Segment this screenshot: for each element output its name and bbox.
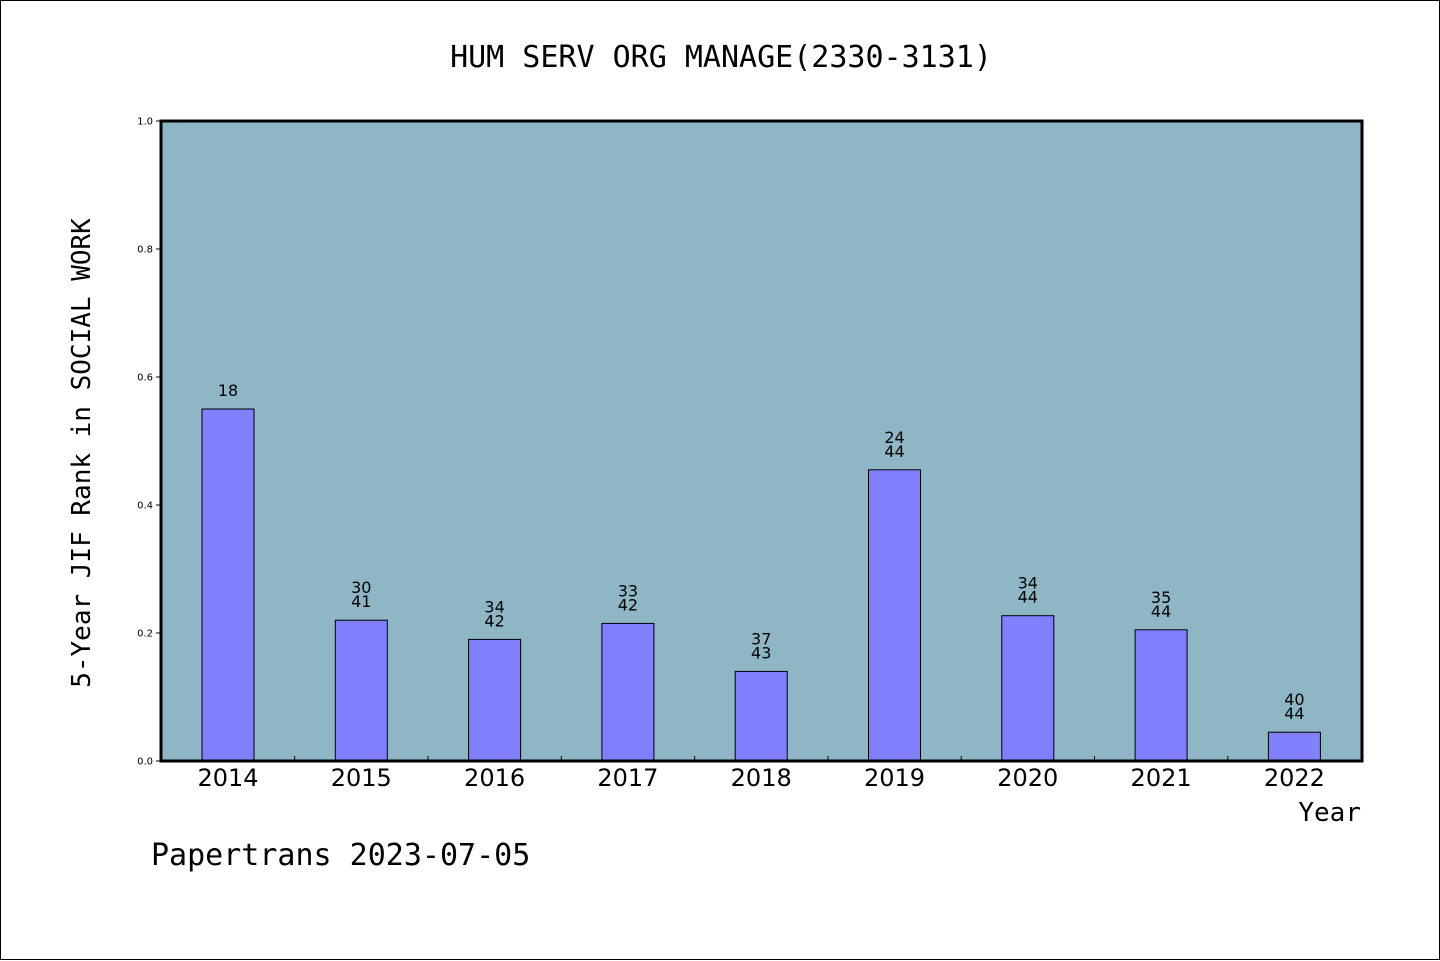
bar-label-2019-2: 44: [884, 442, 904, 461]
y-tick-label-0.4: 0.4: [137, 501, 153, 512]
bar-label-2015-1: 30: [351, 578, 371, 597]
bar-label-2016-1: 34: [484, 597, 504, 616]
bar-2021: [1134, 629, 1188, 762]
bar-2018: [734, 670, 788, 762]
chart-title: HUM SERV ORG MANAGE(2330-3131): [450, 40, 992, 75]
bar-label-2019-1: 24: [884, 428, 904, 447]
x-axis-label: Year: [1298, 798, 1361, 828]
bar-2016: [468, 638, 522, 762]
bar-label-2015-2: 41: [351, 592, 371, 611]
x-tick-label-2017: 2017: [597, 764, 658, 792]
y-tick-label-0.8: 0.8: [137, 245, 153, 256]
x-tick-label-2019: 2019: [864, 764, 925, 792]
plot-border: [159, 119, 1364, 763]
bar-2019: [868, 469, 921, 762]
y-tick-label-1.0: 1.0: [137, 117, 153, 128]
bar-2015: [334, 619, 388, 762]
bar-label-2018-2: 43: [751, 643, 771, 662]
bar-label-2022-2: 44: [1284, 704, 1304, 723]
x-tick-label-2015: 2015: [331, 764, 392, 792]
bar-label-2020-2: 44: [1018, 588, 1038, 607]
bars-layer: [201, 408, 1321, 762]
x-tick-label-2018: 2018: [731, 764, 792, 792]
y-axis-label: 5-Year JIF Rank in SOCIAL WORK: [67, 218, 97, 688]
x-tick-label-2021: 2021: [1131, 764, 1192, 792]
x-tick-label-2022: 2022: [1264, 764, 1325, 792]
y-tick-label-0.0: 0.0: [137, 757, 153, 768]
x-tick-label-2014: 2014: [197, 764, 258, 792]
bar-2022: [1267, 731, 1321, 762]
bar-label-2021-2: 44: [1151, 602, 1171, 621]
y-tick-label-0.6: 0.6: [137, 373, 153, 384]
bar-2020: [1001, 615, 1055, 762]
x-tick-label-2016: 2016: [464, 764, 525, 792]
bar-label-2017-1: 33: [618, 581, 638, 600]
bar-label-2021-1: 35: [1151, 588, 1171, 607]
y-tick-label-0.2: 0.2: [137, 629, 153, 640]
y-axis-ticks: 0.0 0.2 0.4 0.6 0.8 1.0: [137, 117, 161, 768]
bar-label-2016-2: 42: [484, 611, 504, 630]
x-axis-ticks: 2014 2015 2016 2017 2018 2019 2020 2021 2022: [197, 756, 1325, 792]
bar-label-2017-2: 42: [618, 595, 638, 614]
bar-2014: [201, 408, 255, 762]
bar-label-2014-1: 18: [218, 381, 238, 400]
x-tick-label-2020: 2020: [997, 764, 1058, 792]
footer-watermark: Papertrans 2023-07-05: [151, 838, 530, 873]
bar-2017: [601, 622, 655, 762]
bar-label-2018-1: 37: [751, 629, 771, 648]
bar-label-2022-1: 40: [1284, 690, 1304, 709]
bar-label-2020-1: 34: [1018, 574, 1038, 593]
